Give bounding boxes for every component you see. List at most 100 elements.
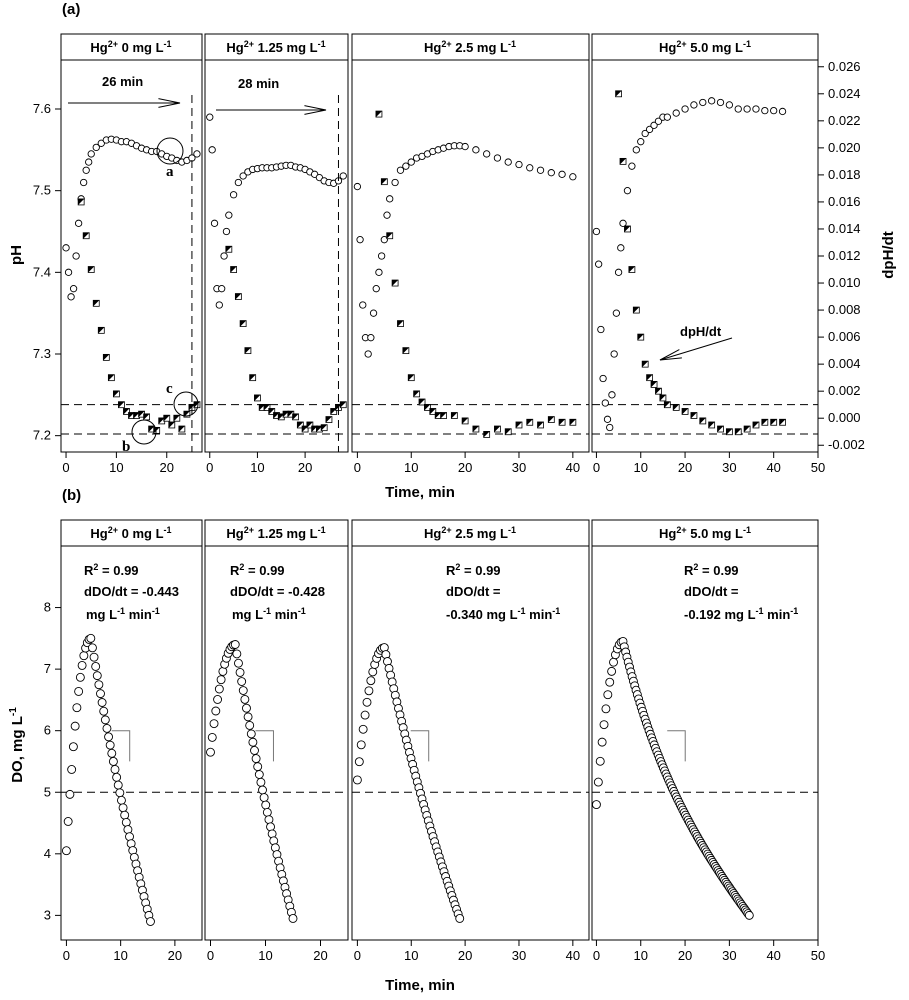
dpdt-point-fill (726, 428, 733, 435)
point-label-a: a (166, 164, 174, 180)
dpdt-point-fill (494, 426, 501, 433)
do-point (65, 789, 75, 799)
dpdt-point-fill (717, 426, 724, 433)
ph-point (645, 125, 654, 134)
do-point (264, 815, 274, 825)
ph-point (97, 139, 105, 147)
ph-point (716, 98, 725, 107)
dpdt-point-fill (424, 404, 431, 411)
a-xtick-label-3-1: 10 (634, 460, 648, 475)
dpdt-point (107, 374, 115, 382)
dpdt-point-fill (628, 266, 635, 273)
do-point (92, 671, 102, 681)
facet-header-b-3: Hg2+ 5.0 mg L-1 (659, 525, 751, 541)
dpdt-point (168, 421, 176, 429)
ph-point (569, 173, 577, 181)
do-point (253, 762, 263, 772)
dpdt-point (173, 414, 181, 422)
dpdt-point (770, 418, 778, 426)
facet-header-a-0: Hg2+ 0 mg L-1 (90, 39, 171, 55)
b-ytick-label-1: 4 (44, 846, 51, 861)
slope-text-1: dDO/dt = -0.428 (230, 584, 325, 599)
a-xtick-label-2-3: 30 (512, 460, 526, 475)
b-xtick-label-1-1: 10 (258, 948, 272, 963)
do-point (744, 910, 754, 920)
ph-point (82, 166, 90, 174)
do-point (207, 732, 217, 742)
a-y2tick-label-14: 0.026 (828, 59, 861, 74)
ph-point (364, 350, 372, 358)
do-point (206, 747, 215, 757)
dpdt-point (225, 245, 233, 253)
ph-point (353, 182, 362, 191)
marker-circle-a (156, 137, 184, 165)
dpdt-point (418, 398, 426, 406)
ph-point (72, 252, 80, 260)
dpdt-point (708, 421, 716, 429)
ph-point (526, 164, 534, 172)
dpdt-point-fill (168, 421, 175, 428)
b-ytick-label-0: 3 (44, 907, 51, 922)
ph-point (391, 178, 399, 187)
b-xlabel: Time, min (385, 977, 455, 994)
unit-text-3: -0.192 mg L-1 min-1 (684, 606, 798, 622)
arrow-26min-head (158, 98, 181, 108)
do-point (356, 740, 366, 750)
ph-point (628, 162, 636, 170)
ph-point (608, 391, 616, 399)
dpdt-point-fill (429, 408, 436, 415)
do-point (238, 686, 248, 695)
dpdt-point-fill (440, 412, 447, 419)
ph-point (493, 154, 502, 162)
panel-a-facets: Hg2+ 0 mg L-1 Hg2+ 1.25 mg L-1 Hg2+ 2.5 … (60, 33, 819, 453)
dpdt-point (450, 412, 458, 419)
dpdt-point (504, 428, 512, 436)
dpdt-point (615, 90, 622, 98)
ph-point (402, 162, 410, 170)
ph-point (504, 158, 512, 166)
ph-point (339, 172, 347, 180)
dpdt-point (569, 418, 577, 426)
dpdt-point (655, 387, 662, 395)
dpdt-point-fill (78, 198, 85, 205)
unit-text-1: mg L-1 min-1 (232, 606, 306, 622)
dpdt-point (407, 374, 415, 382)
b-ytick-label-3: 6 (44, 723, 51, 738)
ph-point (222, 227, 231, 236)
do-point (61, 846, 71, 856)
dpdt-point-fill (615, 90, 622, 97)
arrow-dpdt-shaft (659, 337, 733, 361)
a-xtick-label-0-0: 0 (62, 460, 69, 475)
dpdt-point-fill (386, 232, 393, 239)
do-point (97, 698, 107, 707)
dpdt-point-fill (408, 374, 415, 381)
facet-b-2: Hg2+ 2.5 mg L-1 (351, 519, 590, 941)
do-point (237, 677, 247, 686)
panel-a-label: (a) (62, 1, 80, 18)
dpdt-point (234, 293, 242, 300)
a-ytick-label-2: 7.4 (33, 264, 51, 279)
ph-point (225, 211, 233, 219)
dpdt-point-fill (735, 428, 742, 435)
do-point (89, 652, 99, 662)
dpdt-point (779, 418, 786, 426)
dpdt-point (650, 381, 658, 388)
dpdt-point-fill (559, 419, 566, 426)
ph-point (743, 105, 751, 113)
a-xtick-label-0-2: 20 (160, 460, 174, 475)
a-ylabel-right: dpH/dt (880, 231, 897, 278)
a-y2tick-label-7: 0.012 (828, 248, 861, 263)
do-point (113, 780, 123, 790)
r2-text-3: R2 = 0.99 (684, 562, 739, 578)
do-point (230, 640, 240, 649)
dpdt-point-fill (472, 426, 479, 433)
facet-header-a-3: Hg2+ 5.0 mg L-1 (659, 39, 751, 55)
dpdt-point-fill (292, 413, 299, 420)
dpdt-label: dpH/dt (680, 324, 722, 339)
ph-point (234, 178, 243, 187)
dpdt-point-fill (659, 394, 666, 401)
b-xtick-label-0-0: 0 (63, 948, 70, 963)
do-point (72, 703, 82, 713)
ph-point (215, 301, 223, 309)
b-ylabel-main: DO, mg L (9, 716, 26, 783)
